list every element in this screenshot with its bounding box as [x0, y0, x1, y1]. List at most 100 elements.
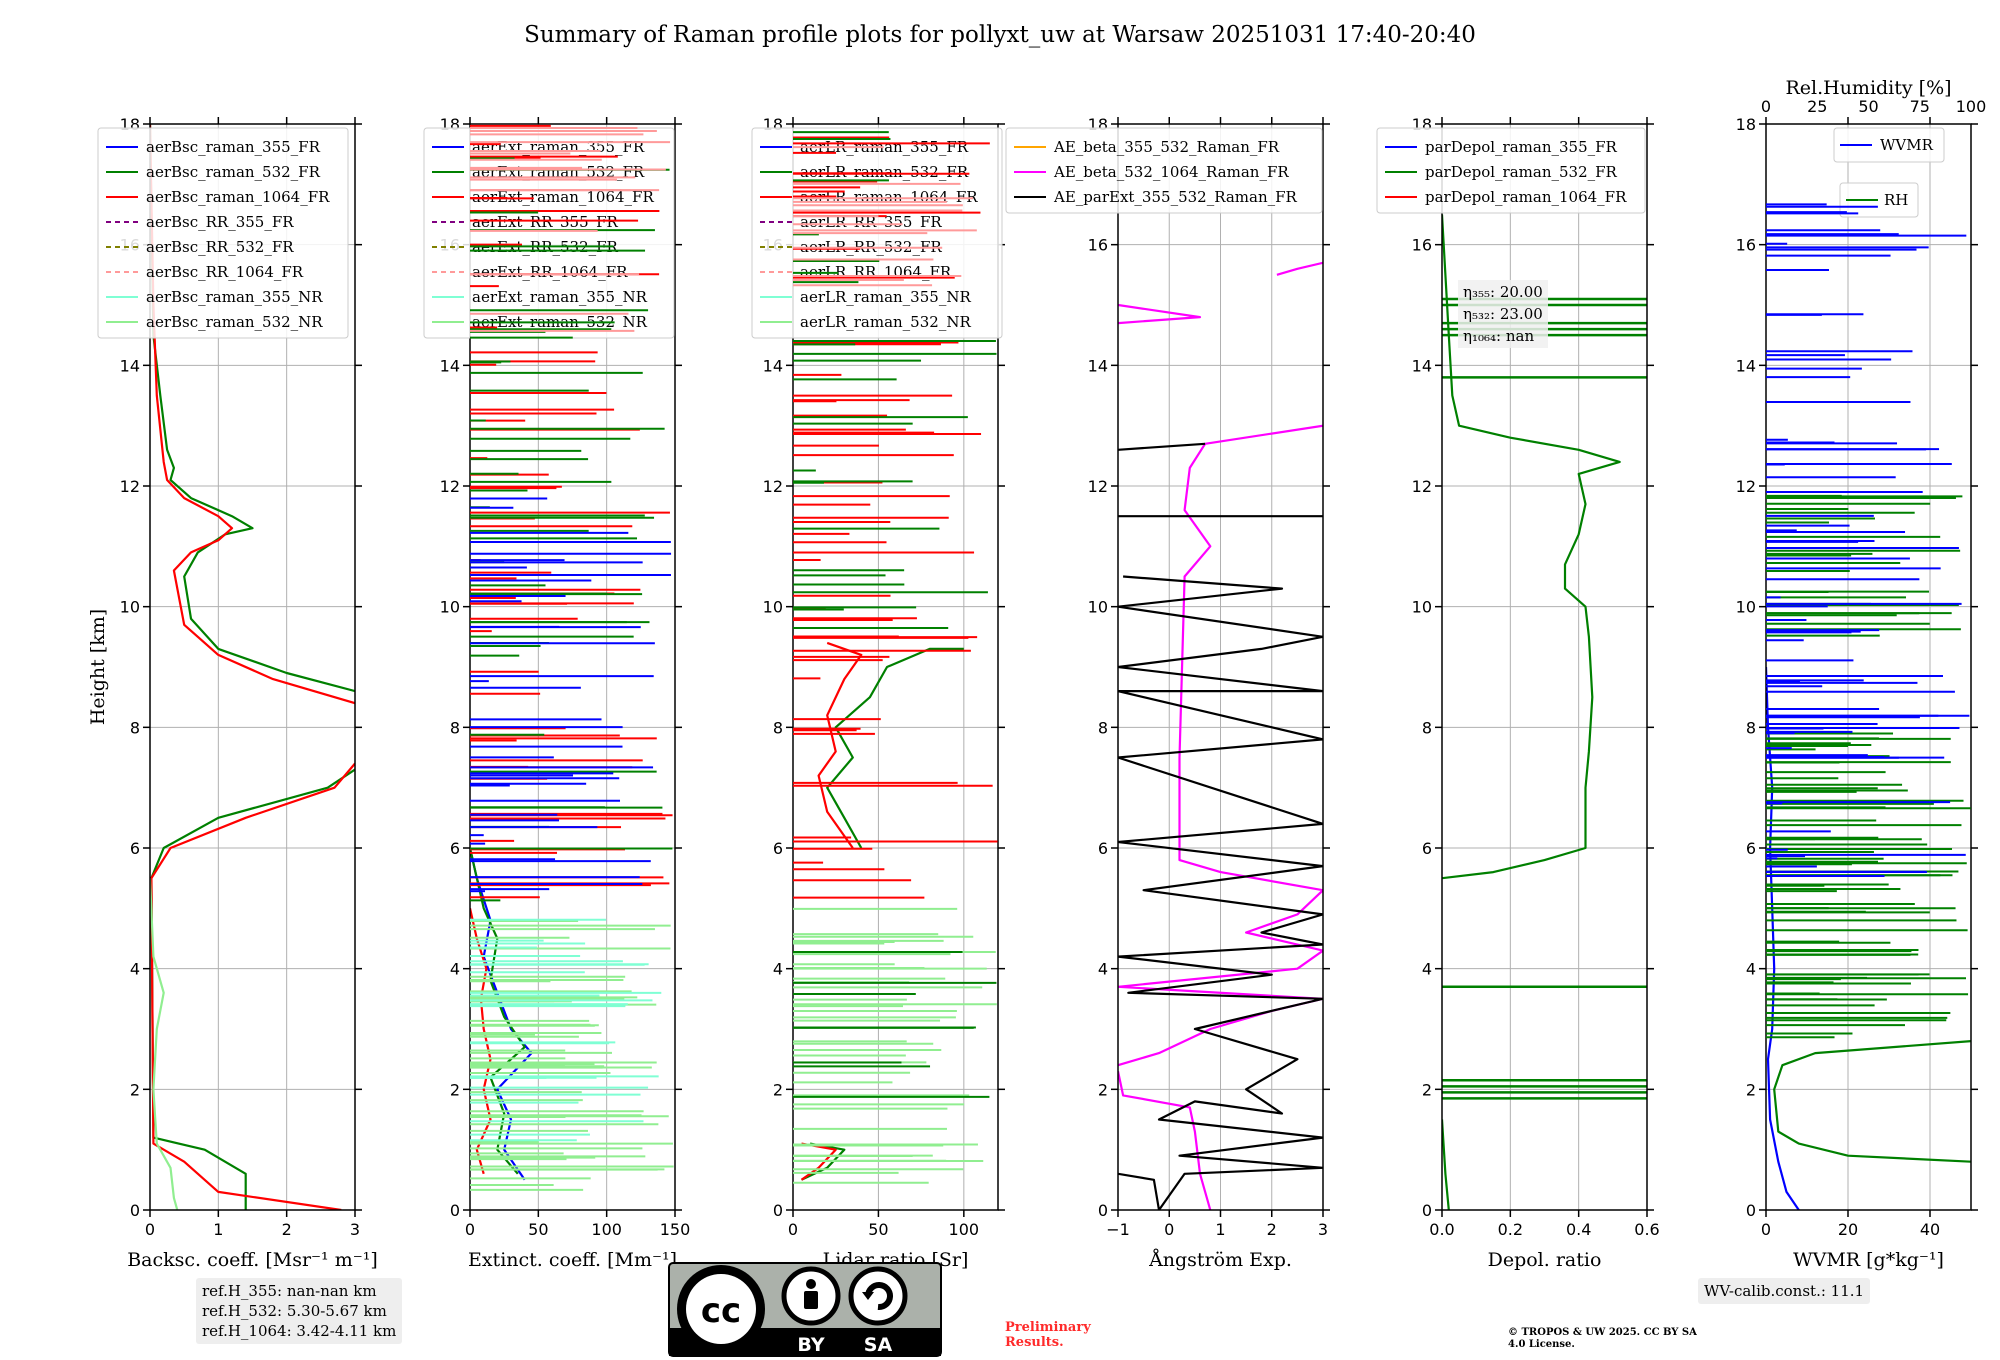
y-tick-label: 16: [1088, 236, 1108, 255]
y-tick-label: 8: [1098, 718, 1108, 737]
series-aerBsc_raman_532_FR: [150, 124, 355, 693]
legend: aerBsc_raman_355_FR aerBsc_raman_532_FRae…: [97, 127, 349, 339]
legend-label: aerLR_RR_355_FR: [800, 213, 942, 231]
x-tick-label: 2: [1267, 1220, 1277, 1239]
legend-label: parDepol_raman_532_FR: [1425, 163, 1618, 181]
x-tick-label: 0.2: [1498, 1220, 1523, 1239]
legend-box: [1839, 182, 1919, 218]
top-tick-label: 75: [1910, 97, 1930, 116]
y-tick-label: 4: [130, 960, 140, 979]
y-tick-label: 0: [130, 1201, 140, 1220]
legend-label: aerExt_RR_355_FR: [472, 213, 619, 231]
eta-532: η₅₃₂: 23.00: [1463, 305, 1543, 323]
ref-height-355: ref.H_355: nan-nan km: [202, 1282, 377, 1300]
ext-rr-spikes: [470, 126, 671, 332]
legend-label: aerExt_RR_1064_FR: [472, 263, 628, 281]
x-tick-label: 0: [1164, 1220, 1174, 1239]
y-tick-label: 0: [773, 1201, 783, 1220]
eta-annotation: η₃₅₅: 20.00 η₅₃₂: 23.00 η₁₀₆₄: nan: [1458, 280, 1548, 348]
ref-height-1064: ref.H_1064: 3.42-4.11 km: [202, 1322, 397, 1340]
nr-stripes-355: [470, 918, 662, 1142]
y-tick-label: 10: [120, 598, 140, 617]
series-aerBsc_raman_532_FR: [150, 768, 355, 1210]
legend-label: AE_beta_532_1064_Raman_FR: [1053, 163, 1289, 181]
y-tick-label: 4: [450, 960, 460, 979]
y-tick-label: 10: [1736, 598, 1756, 617]
x-tick-label: −1: [1106, 1220, 1130, 1239]
y-tick-label: 14: [1736, 356, 1756, 375]
x-tick-label: 1: [213, 1220, 223, 1239]
y-tick-label: 14: [763, 356, 783, 375]
y-tick-label: 12: [440, 477, 460, 496]
x-tick-label: 100: [591, 1220, 622, 1239]
series-parDepol_raman_532_FR: [1442, 1119, 1450, 1210]
wv-calib-box: WV-calib.const.: 11.1: [1698, 1278, 1871, 1304]
figure-title: Summary of Raman profile plots for polly…: [524, 22, 1476, 48]
panel-ext: 050100150024681012141618Extinct. coeff. …: [423, 115, 690, 1271]
y-tick-label: 12: [763, 477, 783, 496]
series-AE_parExt_355_532_Raman_FR: [1118, 575, 1323, 1210]
legend-label: aerBsc_RR_355_FR: [146, 213, 294, 231]
series-aerBsc_raman_532_NR: [150, 878, 179, 1210]
y-tick-label: 2: [773, 1080, 783, 1099]
series-AE_beta_532_1064_Raman_FR: [1118, 1070, 1212, 1210]
y-tick-label: 10: [440, 598, 460, 617]
series-aerLR_raman_532_FR: [826, 647, 964, 849]
y-tick-label: 0: [1422, 1201, 1432, 1220]
legend-box: [1833, 127, 1945, 163]
axes-frame: [1765, 123, 1972, 1211]
y-tick-label: 8: [450, 718, 460, 737]
copyright-note: © TROPOS & UW 2025. CC BY SA 4.0 License…: [1508, 1327, 1697, 1350]
y-tick-label: 18: [1736, 115, 1756, 134]
nr-stripes: [470, 919, 674, 1191]
axes-frame: [469, 123, 676, 1211]
y-tick-label: 8: [1746, 718, 1756, 737]
rh-spikes-upper: [1766, 494, 1963, 637]
lr-532-spikes: [793, 950, 997, 1098]
panel-bsc: 0123024681012141618Backsc. coeff. [Msr⁻¹…: [97, 115, 378, 1271]
ext-355-spikes: [470, 497, 672, 893]
ref-height-box: ref.H_355: nan-nan km ref.H_532: 5.30-5.…: [196, 1278, 403, 1344]
preliminary-note: Preliminary Results.: [1005, 1320, 1091, 1350]
nr-stripes: [793, 907, 997, 1184]
series-aerLR_raman_1064_FR: [817, 641, 863, 849]
legend-label: WVMR: [1880, 136, 1934, 154]
rh-spikes: [1766, 732, 1971, 1039]
legend-box: [1005, 127, 1323, 214]
legend-label: aerLR_raman_355_NR: [800, 288, 971, 306]
y-tick-label: 2: [450, 1080, 460, 1099]
top-tick-label: 0: [1761, 97, 1771, 116]
legend-box: [1376, 127, 1646, 214]
legend-label: aerBsc_RR_532_FR: [146, 238, 294, 256]
y-tick-label: 16: [1736, 236, 1756, 255]
y-tick-label: 6: [1098, 839, 1108, 858]
x-tick-label: 40: [1920, 1220, 1940, 1239]
axes-frame: [149, 123, 356, 1211]
svg-text:cc: cc: [701, 1291, 741, 1331]
x-tick-label: 3: [1318, 1220, 1328, 1239]
legend-label: parDepol_raman_355_FR: [1425, 138, 1618, 156]
legend-label: aerLR_raman_532_FR: [800, 163, 969, 181]
legend-label: aerBsc_raman_355_NR: [146, 288, 323, 306]
y-tick-label: 12: [1088, 477, 1108, 496]
y-tick-label: 4: [1422, 960, 1432, 979]
panel-plot-area: [800, 641, 964, 1181]
top-tick-label: 100: [1956, 97, 1987, 116]
x-tick-label: 100: [949, 1220, 980, 1239]
series-AE_beta_532_1064_Raman_FR: [1118, 303, 1202, 325]
x-tick-label: 0.0: [1429, 1220, 1454, 1239]
legend-label: RH: [1884, 191, 1908, 209]
x-tick-label: 0.4: [1566, 1220, 1591, 1239]
series-AE_parExt_355_532_Raman_FR: [1118, 442, 1206, 451]
legend-label: aerExt_raman_1064_FR: [472, 188, 654, 206]
x-axis-label: Ångström Exp.: [1148, 1249, 1292, 1271]
y-tick-label: 6: [773, 839, 783, 858]
x-tick-label: 50: [868, 1220, 888, 1239]
lr-rr-spikes: [793, 146, 977, 287]
panel-plot-area: [1442, 214, 1647, 1210]
y-tick-label: 8: [773, 718, 783, 737]
y-tick-label: 4: [1098, 960, 1108, 979]
